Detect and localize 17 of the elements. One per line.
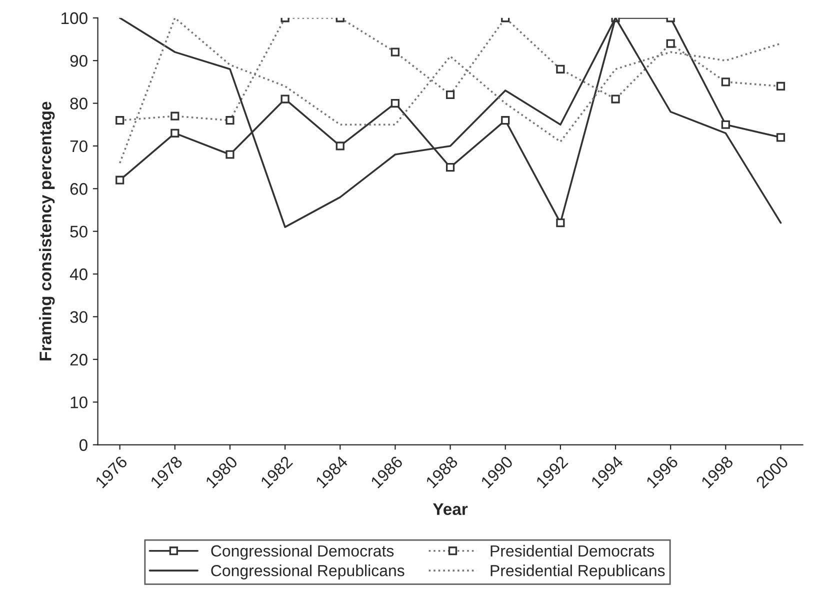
y-tick-label: 100	[62, 12, 88, 24]
y-tick-label: 20	[70, 354, 88, 366]
legend-label: Congressional Democrats	[211, 544, 394, 560]
y-tick-label: 80	[70, 98, 88, 110]
y-tick-label: 70	[70, 140, 88, 152]
x-axis-title: Year	[432, 503, 468, 516]
y-tick-label: 90	[70, 54, 88, 67]
y-tick-label: 50	[70, 226, 88, 238]
y-tick-label: 10	[70, 396, 88, 408]
legend-label: Congressional Republicans	[211, 564, 404, 580]
y-tick-label: 0	[79, 439, 88, 451]
y-tick-label: 30	[70, 311, 88, 323]
y-tick-label: 40	[70, 268, 88, 280]
y-axis-title: Framing consistency percentage	[39, 102, 55, 360]
legend-label: Presidential Republicans	[490, 564, 665, 580]
y-tick-label: 60	[70, 183, 88, 195]
legend-label: Presidential Democrats	[490, 544, 654, 557]
